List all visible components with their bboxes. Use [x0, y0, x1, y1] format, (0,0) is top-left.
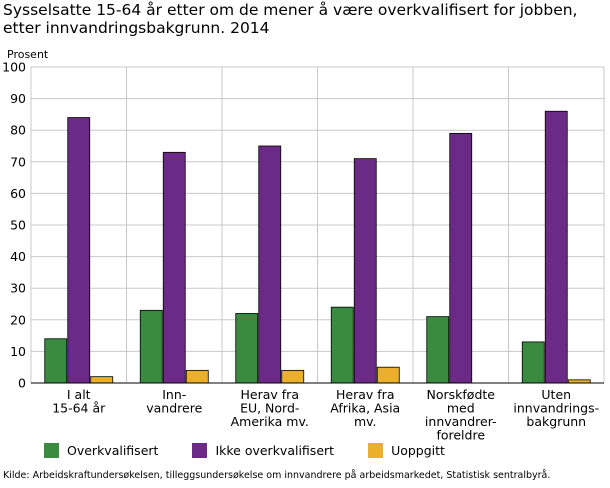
y-tick-label-60: 60 — [10, 186, 26, 201]
bar-overkvalifisert-0 — [44, 338, 68, 384]
legend-swatch-uoppgitt — [368, 443, 384, 458]
legend-item-ikke-overkvalifisert: Ikke overkvalifisert — [192, 443, 334, 458]
bar-ikke-overkvalifisert-1 — [162, 151, 186, 384]
bar-chart: Prosent 0 10 20 30 40 50 60 70 80 90 100 I alt 15-64 … — [2, 48, 605, 440]
chart-title: Sysselsatte 15-64 år etter om de mener å… — [3, 1, 578, 37]
bar-ikke-overkvalifisert-0 — [67, 117, 91, 384]
x-tick-label-2: Herav fra EU, Nord-Amerika mv. — [231, 387, 309, 429]
legend-item-uoppgitt: Uoppgitt — [368, 443, 445, 458]
y-tick-label-40: 40 — [10, 249, 26, 264]
bar-ikke-overkvalifisert-4 — [449, 132, 473, 384]
legend-item-overkvalifisert: Overkvalifisert — [44, 443, 158, 458]
x-tick-label-0: I alt 15-64 år — [52, 387, 106, 416]
bar-uoppgitt-2 — [281, 369, 305, 384]
bar-overkvalifisert-3 — [330, 306, 354, 384]
y-tick-label-100: 100 — [2, 60, 26, 75]
y-tick-label-10: 10 — [10, 344, 26, 359]
x-tick-label-3: Herav fra Afrika, Asia mv. — [330, 387, 400, 429]
bar-overkvalifisert-1 — [139, 309, 163, 384]
y-tick-label-20: 20 — [10, 312, 26, 327]
source-note: Kilde: Arbeidskraftundersøkelsen, tilleg… — [3, 470, 551, 481]
bar-ikke-overkvalifisert-2 — [258, 145, 282, 384]
legend: Overkvalifisert Ikke overkvalifisert Uop… — [44, 443, 479, 458]
legend-label-overkvalifisert: Overkvalifisert — [67, 443, 159, 458]
bar-overkvalifisert-4 — [426, 316, 450, 384]
legend-swatch-ikke-overkvalifisert — [192, 443, 208, 458]
legend-swatch-overkvalifisert — [44, 443, 59, 458]
x-tick-label-5: Uten innvandrings-bakgrunn — [513, 387, 599, 429]
y-tick-label-0: 0 — [18, 376, 26, 391]
y-tick-label-50: 50 — [10, 218, 26, 233]
legend-label-uoppgitt: Uoppgitt — [391, 443, 445, 458]
y-tick-label-70: 70 — [10, 154, 26, 169]
bar-overkvalifisert-5 — [521, 341, 545, 384]
bar-uoppgitt-1 — [185, 369, 209, 384]
bar-overkvalifisert-2 — [235, 313, 259, 384]
y-tick-label-90: 90 — [10, 91, 26, 106]
bar-uoppgitt-3 — [376, 366, 400, 384]
bar-ikke-overkvalifisert-3 — [353, 158, 377, 384]
x-tick-label-1: Inn-vandrere — [146, 387, 202, 416]
x-tick-label-4: Norskfødte med innvandrer-foreldre — [425, 387, 497, 440]
bar-ikke-overkvalifisert-5 — [544, 110, 568, 384]
y-tick-label-80: 80 — [10, 123, 26, 138]
bar-uoppgitt-0 — [90, 376, 114, 384]
legend-label-ikke-overkvalifisert: Ikke overkvalifisert — [215, 443, 335, 458]
y-axis-label: Prosent — [7, 48, 49, 61]
y-tick-label-30: 30 — [10, 281, 26, 296]
